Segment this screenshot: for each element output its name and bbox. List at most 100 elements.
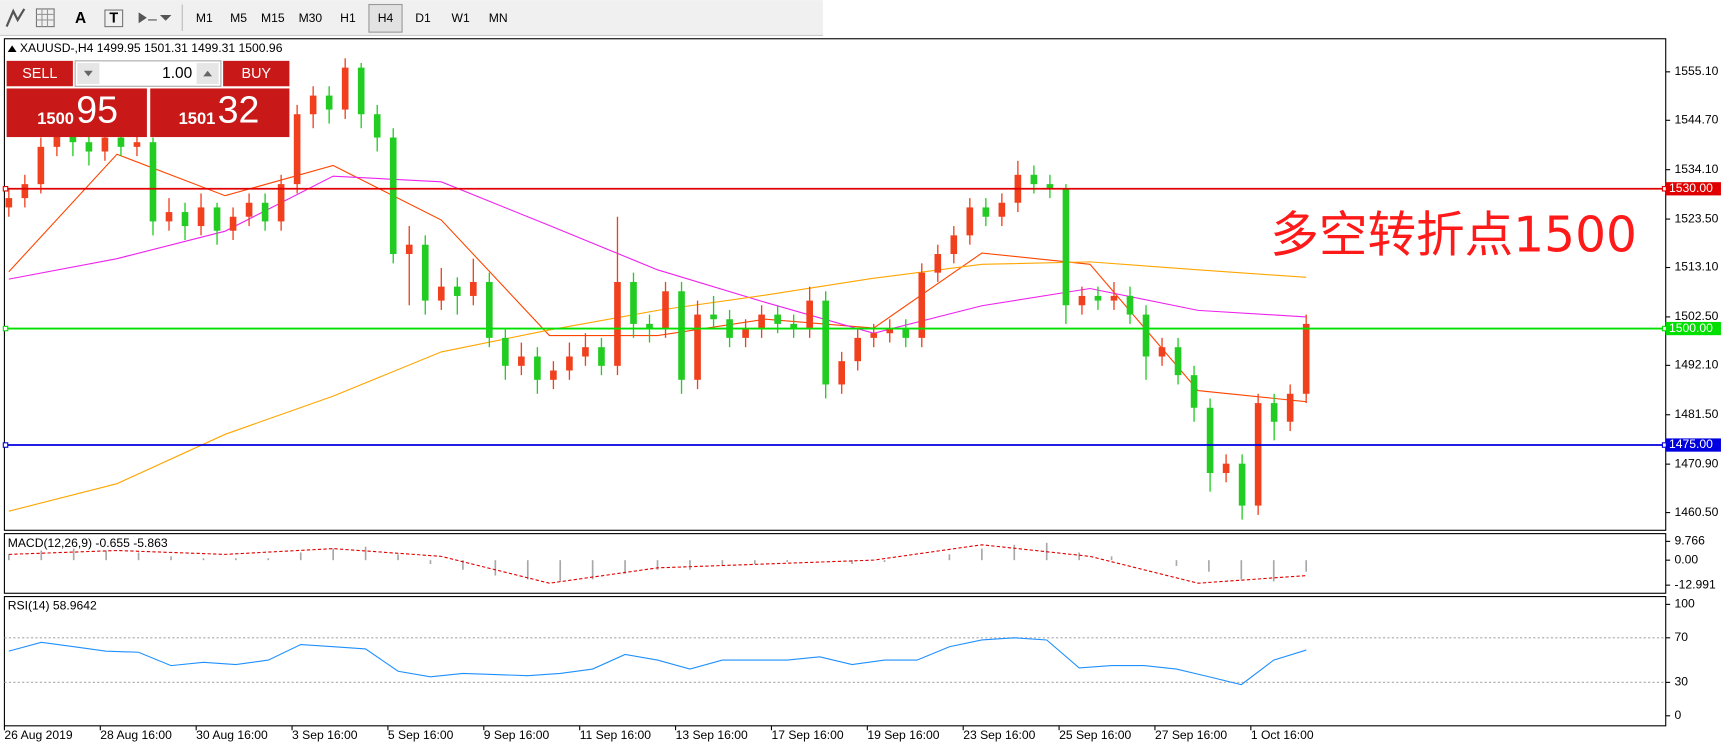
collapse-arrow[interactable]: [7, 45, 17, 53]
candle-body: [1206, 407, 1214, 473]
sell-price-box[interactable]: [6, 88, 147, 138]
candle-body: [1174, 347, 1182, 376]
candle-body: [1062, 188, 1070, 306]
rsi-tick-label: 70: [1675, 630, 1689, 644]
candle-body: [309, 95, 317, 115]
timeframe-button[interactable]: D1: [415, 11, 431, 25]
candle-body: [389, 137, 397, 255]
sell-button[interactable]: [6, 60, 73, 87]
macd-signal: [8, 544, 1307, 584]
buy-price-box[interactable]: [150, 88, 290, 138]
candle-body: [822, 300, 829, 385]
level-handle: [2, 186, 9, 192]
timeframe-button[interactable]: H1: [340, 11, 356, 25]
timeframe-button[interactable]: W1: [452, 11, 470, 25]
moving-average: [8, 153, 1307, 403]
timeframe-button[interactable]: M1: [196, 11, 213, 25]
x-tick-label: 3 Sep 16:00: [292, 728, 358, 742]
y-tick-label: 1534.10: [1675, 162, 1719, 176]
x-tick-label: 30 Aug 16:00: [196, 728, 268, 742]
macd-label: MACD(12,26,9) -0.655 -5.863: [8, 536, 168, 550]
trade-panel: SELL 1.00 BUY 1500 95 1501 32: [6, 60, 290, 138]
x-tick-label: 25 Sep 16:00: [1059, 728, 1131, 742]
y-tick-label: 1481.50: [1675, 407, 1719, 421]
x-tick-label: 5 Sep 16:00: [388, 728, 454, 742]
rsi-tick-label: 0: [1675, 708, 1682, 722]
candle-body: [630, 281, 637, 324]
buy-button[interactable]: [223, 60, 290, 87]
label-tool[interactable]: T: [109, 11, 118, 27]
candle-body: [53, 128, 61, 147]
candle-body: [886, 328, 894, 334]
candle-body: [534, 356, 541, 380]
candle-body: [229, 216, 237, 231]
candle-body: [85, 142, 93, 152]
candle-body: [902, 328, 910, 338]
candle-body: [790, 323, 797, 329]
candle-body: [293, 114, 301, 185]
candle-body: [966, 207, 974, 236]
candle-body: [1190, 375, 1198, 408]
x-tick-label: 13 Sep 16:00: [676, 728, 748, 742]
candle-body: [21, 184, 29, 199]
sell-price-big: 95: [76, 89, 118, 131]
rsi-tick-label: 30: [1675, 675, 1689, 689]
candle-body: [486, 281, 493, 338]
text-tool[interactable]: A: [75, 10, 86, 27]
candle-body: [646, 323, 653, 329]
y-tick-label: 1555.10: [1675, 64, 1719, 78]
macd-tick-label: 0.00: [1675, 552, 1699, 566]
candle-body: [1302, 323, 1310, 394]
timeframe-button[interactable]: H4: [378, 11, 394, 25]
candle-body: [197, 207, 205, 227]
candle-body: [1238, 463, 1246, 506]
candle-body: [181, 212, 189, 227]
candle-body: [37, 146, 45, 185]
lot-value: 1.00: [162, 65, 192, 82]
candle-body: [934, 254, 942, 273]
x-tick-label: 11 Sep 16:00: [580, 728, 652, 742]
candle-body: [1254, 403, 1262, 506]
shapes-tool[interactable]: [138, 12, 172, 24]
candle-body: [1110, 295, 1118, 301]
candle-body: [838, 361, 846, 385]
candle-body: [405, 244, 413, 255]
candle-body: [470, 281, 477, 296]
candle-body: [453, 286, 461, 296]
candle-body: [582, 347, 589, 357]
candle-body: [1270, 403, 1278, 422]
y-tick-label: 1544.70: [1675, 112, 1719, 126]
rsi-frame: [3, 596, 1667, 727]
timeframe-button[interactable]: M30: [299, 11, 323, 25]
chart-tool-icon[interactable]: [5, 8, 26, 28]
x-tick-label: 26 Aug 2019: [4, 728, 72, 742]
grid-tool-icon[interactable]: [35, 8, 55, 28]
level-label: 1475.00: [1669, 437, 1713, 451]
candle-body: [117, 137, 125, 147]
chart-header: XAUUSD-,H4 1499.95 1501.31 1499.31 1500.…: [20, 41, 283, 55]
candle-body: [806, 300, 813, 329]
candle-body: [213, 207, 221, 231]
candle-body: [1094, 295, 1102, 301]
candle-body: [5, 198, 13, 208]
candle-body: [341, 67, 349, 110]
moving-average: [8, 175, 1307, 334]
candle-body: [277, 184, 285, 222]
y-tick-label: 1523.50: [1675, 211, 1719, 225]
buy-price-small: 1501: [179, 109, 216, 128]
x-tick-label: 19 Sep 16:00: [867, 728, 939, 742]
candle-body: [1046, 184, 1054, 189]
candle-body: [149, 142, 157, 222]
timeframe-button[interactable]: M5: [230, 11, 247, 25]
timeframe-button[interactable]: MN: [489, 11, 508, 25]
candle-body: [245, 202, 253, 217]
timeframe-button[interactable]: M15: [261, 11, 285, 25]
level-label: 1500.00: [1669, 321, 1713, 335]
buy-label: BUY: [242, 66, 272, 82]
level-tag: [1665, 321, 1721, 336]
candle-body: [133, 142, 141, 147]
icon: [83, 70, 93, 77]
y-tick-label: 1460.50: [1675, 505, 1719, 519]
